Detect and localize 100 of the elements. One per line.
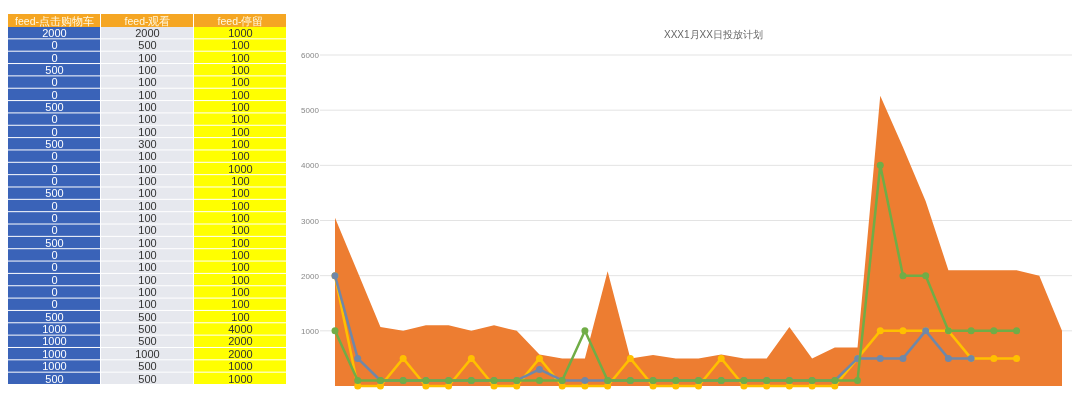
data-label: 0 xyxy=(51,113,58,126)
data-label: 0 xyxy=(51,224,58,237)
point xyxy=(354,376,362,384)
data-label: 500 xyxy=(45,100,64,113)
data-label: 2000 xyxy=(42,26,67,39)
data-label: 100 xyxy=(231,310,250,323)
data-label: 100 xyxy=(231,88,250,101)
data-label: 100 xyxy=(138,298,157,311)
data-label: 1000 xyxy=(42,323,67,336)
data-label: 100 xyxy=(231,224,250,237)
data-label: 0 xyxy=(51,88,58,101)
data-label: 0 xyxy=(51,249,58,262)
point xyxy=(535,376,543,384)
data-label: 1000 xyxy=(135,347,160,360)
data-label: 0 xyxy=(51,39,58,52)
data-label: 100 xyxy=(231,76,250,89)
data-label: 100 xyxy=(138,249,157,262)
point xyxy=(990,327,998,335)
data-label: 100 xyxy=(231,125,250,138)
x-tick-label: feed-停留 xyxy=(217,14,264,27)
point xyxy=(876,327,884,335)
data-label: 100 xyxy=(231,137,250,150)
point xyxy=(876,161,884,169)
y-tick-label: 5000 xyxy=(301,106,320,116)
data-label: 0 xyxy=(51,298,58,311)
data-label: 500 xyxy=(138,310,157,323)
data-label: 100 xyxy=(231,212,250,225)
data-label: 0 xyxy=(51,125,58,138)
point xyxy=(944,354,952,362)
data-label: 2000 xyxy=(228,347,253,360)
point xyxy=(854,376,862,384)
y-tick-label: 3000 xyxy=(301,216,320,226)
point xyxy=(581,327,589,335)
data-label: 0 xyxy=(51,162,58,175)
data-label: 1000 xyxy=(228,162,253,175)
data-label: 500 xyxy=(45,310,64,323)
x-tick-label: feed-观看 xyxy=(124,14,171,27)
x-tick-label: feed-点击购物车 xyxy=(15,14,94,27)
data-label: 0 xyxy=(51,199,58,212)
data-label: 1000 xyxy=(42,360,67,373)
data-label: 1000 xyxy=(228,360,253,373)
data-label: 2000 xyxy=(135,26,160,39)
point xyxy=(899,327,907,335)
y-tick-label: 4000 xyxy=(301,161,320,171)
data-label: 100 xyxy=(138,212,157,225)
data-label: 100 xyxy=(138,261,157,274)
data-label: 500 xyxy=(45,137,64,150)
point xyxy=(717,354,725,362)
point xyxy=(899,354,907,362)
data-label: 100 xyxy=(138,113,157,126)
data-label: 100 xyxy=(138,150,157,163)
data-label: 100 xyxy=(231,100,250,113)
point xyxy=(467,354,475,362)
data-label: 0 xyxy=(51,51,58,64)
point xyxy=(331,327,339,335)
data-label: 100 xyxy=(138,174,157,187)
data-label: 100 xyxy=(231,199,250,212)
chart-title: XXX1月XX日投放计划 xyxy=(664,29,763,40)
data-label: 100 xyxy=(231,51,250,64)
data-label: 500 xyxy=(45,372,64,385)
data-label: 100 xyxy=(138,63,157,76)
data-label: 100 xyxy=(138,286,157,299)
data-label: 100 xyxy=(231,187,250,200)
data-label: 0 xyxy=(51,150,58,163)
point xyxy=(1013,354,1021,362)
point xyxy=(876,354,884,362)
point xyxy=(990,354,998,362)
data-label: 4000 xyxy=(228,323,253,336)
y-tick-label: 1000 xyxy=(301,326,320,336)
data-label: 500 xyxy=(45,187,64,200)
data-label: 500 xyxy=(138,335,157,348)
point xyxy=(399,354,407,362)
point xyxy=(535,354,543,362)
data-label: 100 xyxy=(231,236,250,249)
point xyxy=(967,327,975,335)
point xyxy=(899,272,907,280)
data-label: 300 xyxy=(138,137,157,150)
data-label: 1000 xyxy=(42,347,67,360)
data-label: 0 xyxy=(51,286,58,299)
data-label: 0 xyxy=(51,212,58,225)
data-label: 100 xyxy=(231,249,250,262)
data-label: 500 xyxy=(45,236,64,249)
point xyxy=(626,354,634,362)
data-label: 100 xyxy=(231,63,250,76)
point xyxy=(354,354,362,362)
y-tick-label: 2000 xyxy=(301,271,320,281)
data-label: 100 xyxy=(231,286,250,299)
data-label: 100 xyxy=(138,236,157,249)
data-label: 100 xyxy=(138,162,157,175)
data-label: 100 xyxy=(138,199,157,212)
data-label: 100 xyxy=(138,125,157,138)
data-label: 500 xyxy=(138,360,157,373)
data-label: 100 xyxy=(231,39,250,52)
data-label: 500 xyxy=(45,63,64,76)
data-label: 100 xyxy=(231,298,250,311)
point xyxy=(535,365,543,373)
data-label: 0 xyxy=(51,261,58,274)
data-label: 0 xyxy=(51,174,58,187)
data-label: 100 xyxy=(231,273,250,286)
data-label: 100 xyxy=(138,187,157,200)
